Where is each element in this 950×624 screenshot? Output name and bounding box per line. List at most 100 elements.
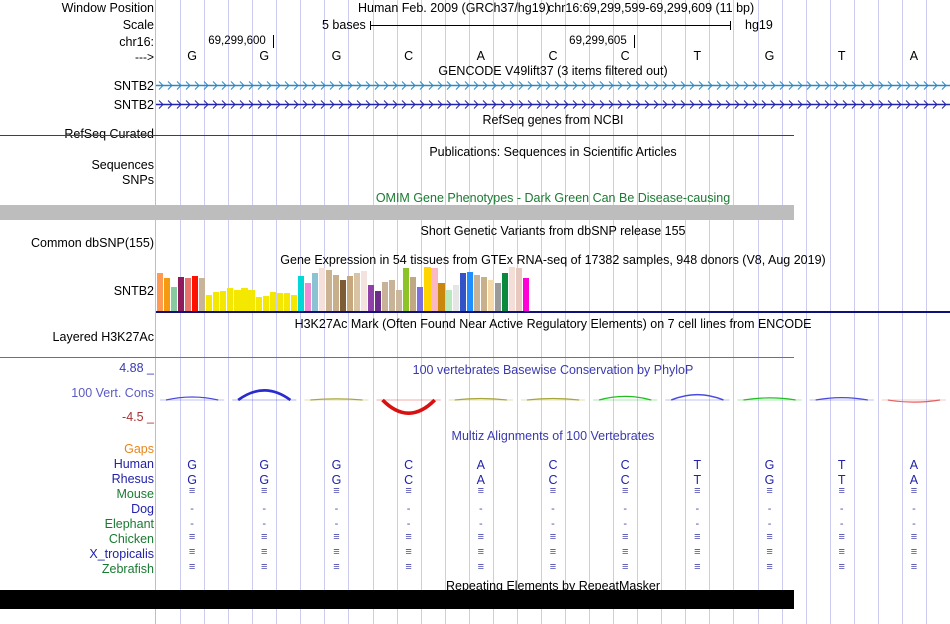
multiz-alignment-rows[interactable]: G G G C A C C T G T A G G G C A C C T G T A ≡ ≡ ≡ ≡ ≡ ≡ ≡ ≡ ≡ ≡ ≡ - - - - - - -…	[156, 0, 950, 624]
alignment-base-human[interactable]: G	[259, 458, 270, 472]
alignment-base-rhesus[interactable]: G	[187, 473, 197, 487]
gtex-tissue-bar[interactable]	[325, 270, 332, 311]
h3k27ac-label[interactable]: Layered H3K27Ac	[52, 330, 154, 344]
species-label-x_tropicalis[interactable]: X_tropicalis	[89, 547, 154, 561]
species-label-mouse[interactable]: Mouse	[116, 487, 154, 501]
gencode-row-1-label[interactable]: SNTB2	[113, 98, 154, 112]
phylop-plot[interactable]	[156, 365, 950, 425]
alignment-base-human[interactable]: G	[764, 458, 775, 472]
gtex-tissue-bar[interactable]	[473, 275, 480, 311]
alignment-base-human[interactable]: T	[693, 458, 702, 472]
species-label-elephant[interactable]: Elephant	[104, 517, 154, 531]
ruler-base-letter[interactable]: G	[259, 49, 270, 63]
gtex-tissue-bar[interactable]	[424, 267, 431, 311]
publications-snps-label[interactable]: SNPs	[122, 173, 154, 187]
gtex-tissue-bar[interactable]	[487, 280, 494, 311]
gtex-tissue-bar[interactable]	[227, 288, 234, 311]
alignment-base-human[interactable]: G	[331, 458, 342, 472]
ruler-base-letter[interactable]: G	[764, 49, 775, 63]
gtex-bar-chart[interactable]	[157, 266, 537, 311]
gtex-tissue-bar[interactable]	[494, 283, 501, 311]
gtex-tissue-bar[interactable]	[339, 280, 347, 311]
gtex-tissue-bar[interactable]	[192, 276, 199, 311]
alignment-base-human[interactable]: A	[909, 458, 919, 472]
gtex-tissue-bar[interactable]	[445, 290, 452, 311]
alignment-base-human[interactable]: G	[187, 458, 197, 472]
gtex-tissue-bar[interactable]	[262, 296, 269, 311]
alignment-base-human[interactable]: A	[476, 458, 485, 472]
gtex-tissue-bar[interactable]	[438, 283, 445, 311]
gtex-tissue-bar[interactable]	[410, 277, 417, 311]
gtex-tissue-bar[interactable]	[283, 293, 290, 311]
ruler-base-letter[interactable]: G	[331, 49, 342, 63]
gtex-tissue-bar[interactable]	[459, 273, 466, 311]
gtex-tissue-bar[interactable]	[276, 293, 283, 311]
gtex-tissue-bar[interactable]	[220, 291, 227, 311]
gtex-tissue-bar[interactable]	[396, 290, 403, 311]
gtex-tissue-bar[interactable]	[522, 278, 530, 311]
gtex-gene-label[interactable]: SNTB2	[113, 284, 154, 298]
ruler-base-letter[interactable]: T	[693, 49, 702, 63]
ruler-base-letter[interactable]: A	[476, 49, 485, 63]
refseq-feature-line[interactable]	[0, 135, 794, 136]
species-label-human[interactable]: Human	[113, 457, 154, 471]
alignment-base-rhesus[interactable]: C	[548, 473, 558, 487]
gtex-tissue-bar[interactable]	[213, 292, 220, 311]
gtex-tissue-bar[interactable]	[269, 292, 276, 311]
gtex-tissue-bar[interactable]	[199, 278, 206, 311]
gtex-tissue-bar[interactable]	[290, 295, 297, 311]
gtex-tissue-bar[interactable]	[529, 293, 537, 311]
refseq-label[interactable]: RefSeq Curated	[64, 127, 154, 141]
ruler-base-letter[interactable]: C	[620, 49, 630, 63]
gtex-tissue-bar[interactable]	[368, 285, 375, 311]
repeatmasker-band[interactable]	[0, 590, 794, 609]
alignment-base-rhesus[interactable]: G	[764, 473, 775, 487]
gtex-tissue-bar[interactable]	[185, 278, 192, 311]
ruler-base-letter[interactable]: G	[187, 49, 197, 63]
gtex-tissue-bar[interactable]	[255, 297, 262, 311]
gtex-tissue-bar[interactable]	[515, 268, 522, 311]
alignment-base-human[interactable]: C	[620, 458, 630, 472]
gtex-tissue-bar[interactable]	[389, 280, 396, 311]
gtex-tissue-bar[interactable]	[164, 278, 171, 311]
publications-sequences-label[interactable]: Sequences	[91, 158, 154, 172]
gtex-tissue-bar[interactable]	[171, 287, 178, 311]
gtex-tissue-bar[interactable]	[354, 273, 361, 311]
phylop-label[interactable]: 100 Vert. Cons	[71, 386, 154, 400]
alignment-base-rhesus[interactable]: G	[331, 473, 342, 487]
gtex-tissue-bar[interactable]	[234, 290, 241, 311]
gtex-tissue-bar[interactable]	[248, 290, 255, 311]
alignment-base-rhesus[interactable]: A	[476, 473, 485, 487]
alignment-base-rhesus[interactable]: C	[404, 473, 414, 487]
gtex-tissue-bar[interactable]	[297, 276, 304, 311]
gtex-tissue-bar[interactable]	[347, 276, 354, 311]
gtex-tissue-bar[interactable]	[403, 268, 410, 311]
gencode-transcript-row-0[interactable]	[156, 80, 950, 91]
ruler-base-letter[interactable]: A	[909, 49, 919, 63]
species-label-gaps[interactable]: Gaps	[124, 442, 154, 456]
alignment-base-rhesus[interactable]: T	[837, 473, 846, 487]
gencode-transcript-row-1[interactable]	[156, 99, 950, 110]
ruler-base-letter[interactable]: T	[837, 49, 846, 63]
gtex-tissue-bar[interactable]	[361, 271, 368, 311]
gtex-tissue-bar[interactable]	[501, 273, 508, 311]
gtex-tissue-bar[interactable]	[431, 268, 438, 311]
alignment-base-human[interactable]: C	[404, 458, 414, 472]
alignment-base-human[interactable]: C	[548, 458, 558, 472]
gtex-tissue-bar[interactable]	[178, 277, 185, 311]
alignment-base-rhesus[interactable]: T	[693, 473, 702, 487]
gtex-tissue-bar[interactable]	[508, 267, 515, 311]
gtex-tissue-bar[interactable]	[304, 283, 311, 311]
gtex-tissue-bar[interactable]	[466, 272, 473, 311]
alignment-base-rhesus[interactable]: G	[259, 473, 270, 487]
gtex-tissue-bar[interactable]	[241, 288, 248, 311]
gtex-tissue-bar[interactable]	[206, 295, 213, 311]
species-label-rhesus[interactable]: Rhesus	[111, 472, 154, 486]
gtex-tissue-bar[interactable]	[452, 285, 459, 311]
ruler-base-letter[interactable]: C	[548, 49, 558, 63]
gtex-tissue-bar[interactable]	[311, 273, 318, 311]
omim-gene-band[interactable]	[0, 205, 794, 220]
species-label-zebrafish[interactable]: Zebrafish	[101, 562, 154, 576]
gtex-tissue-bar[interactable]	[375, 291, 382, 311]
gtex-tissue-bar[interactable]	[382, 282, 389, 311]
